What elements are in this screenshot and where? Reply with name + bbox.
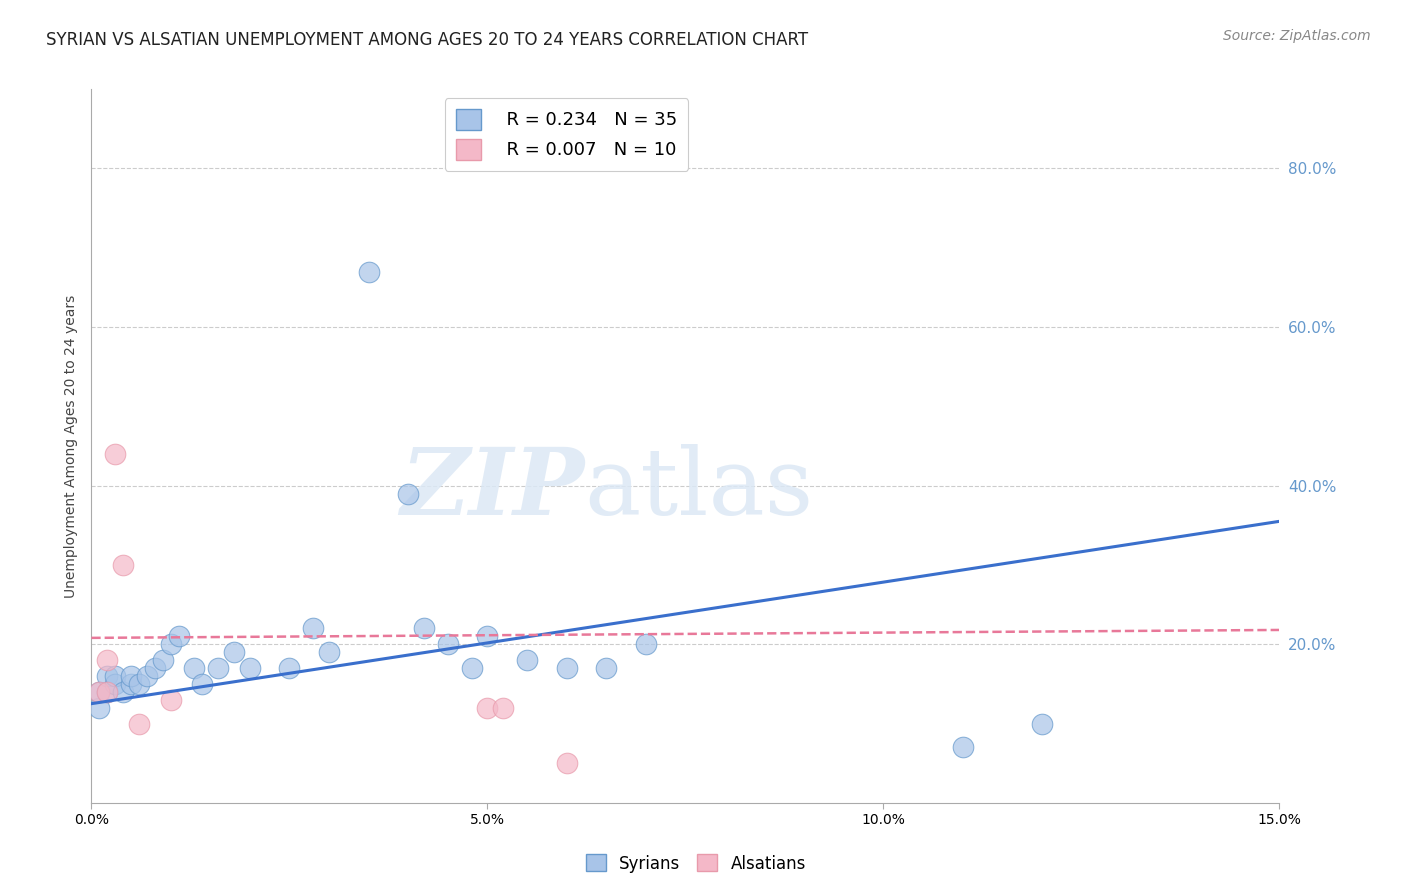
Text: Source: ZipAtlas.com: Source: ZipAtlas.com <box>1223 29 1371 43</box>
Legend:   R = 0.234   N = 35,   R = 0.007   N = 10: R = 0.234 N = 35, R = 0.007 N = 10 <box>444 98 689 170</box>
Point <box>96 669 118 683</box>
Point <box>152 653 174 667</box>
Point <box>143 661 166 675</box>
Point <box>120 677 142 691</box>
Point <box>112 685 135 699</box>
Point <box>135 669 157 683</box>
Point <box>477 700 499 714</box>
Point <box>516 653 538 667</box>
Point <box>89 700 111 714</box>
Point <box>492 700 515 714</box>
Point <box>239 661 262 675</box>
Point <box>396 486 419 500</box>
Point <box>222 645 245 659</box>
Point <box>104 669 127 683</box>
Point <box>112 558 135 572</box>
Point <box>634 637 657 651</box>
Point <box>595 661 617 675</box>
Point <box>436 637 458 651</box>
Legend: Syrians, Alsatians: Syrians, Alsatians <box>579 847 813 880</box>
Point <box>128 716 150 731</box>
Point <box>183 661 205 675</box>
Point <box>460 661 482 675</box>
Point <box>207 661 229 675</box>
Point <box>302 621 325 635</box>
Point <box>357 264 380 278</box>
Point <box>1031 716 1053 731</box>
Point <box>128 677 150 691</box>
Point <box>96 653 118 667</box>
Point <box>96 685 118 699</box>
Point <box>159 637 181 651</box>
Point <box>952 740 974 755</box>
Point <box>191 677 214 691</box>
Point <box>413 621 436 635</box>
Point <box>104 447 127 461</box>
Point <box>477 629 499 643</box>
Point <box>89 685 111 699</box>
Point <box>555 756 578 771</box>
Point <box>104 677 127 691</box>
Point <box>167 629 190 643</box>
Point <box>318 645 340 659</box>
Text: SYRIAN VS ALSATIAN UNEMPLOYMENT AMONG AGES 20 TO 24 YEARS CORRELATION CHART: SYRIAN VS ALSATIAN UNEMPLOYMENT AMONG AG… <box>46 31 808 49</box>
Text: atlas: atlas <box>585 444 814 533</box>
Point <box>120 669 142 683</box>
Point <box>89 685 111 699</box>
Point <box>96 685 118 699</box>
Y-axis label: Unemployment Among Ages 20 to 24 years: Unemployment Among Ages 20 to 24 years <box>65 294 79 598</box>
Text: ZIP: ZIP <box>401 444 585 533</box>
Point <box>278 661 301 675</box>
Point <box>555 661 578 675</box>
Point <box>159 692 181 706</box>
